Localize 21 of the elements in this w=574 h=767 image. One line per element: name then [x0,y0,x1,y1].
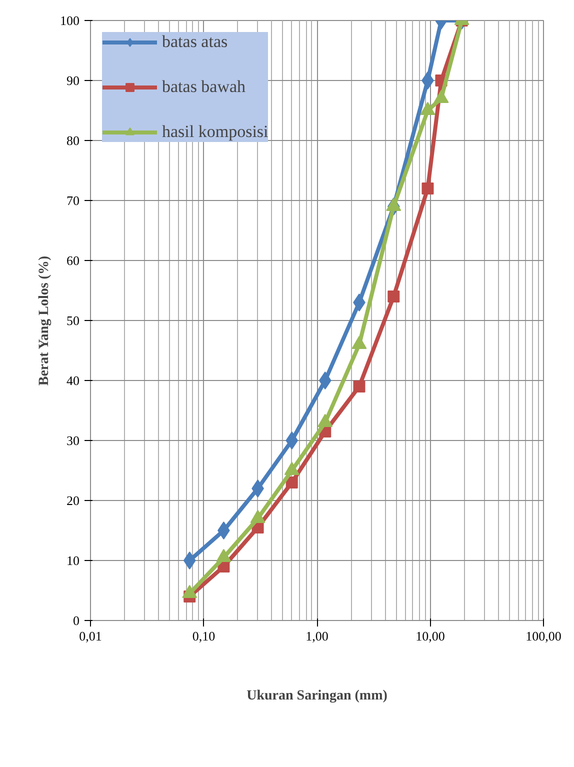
y-tick-label: 70 [66,193,80,208]
x-tick-label: 0,10 [192,628,216,644]
legend-label: hasil komposisi [162,122,268,142]
y-tick-label: 0 [73,613,80,628]
x-tick-label: 0,01 [79,628,102,644]
x-tick-label: 1,00 [306,628,328,644]
y-tick-label: 60 [66,253,80,268]
y-tick-label: 50 [66,313,80,328]
y-tick-label: 100 [60,13,80,28]
y-tick-label: 80 [66,133,80,148]
legend-label: batas atas [162,32,228,52]
y-tick-label: 90 [66,73,80,88]
y-tick-label: 40 [66,373,80,388]
x-tick-label: 10,00 [416,628,445,644]
y-tick-label: 30 [66,433,80,448]
y-axis-title: Berat Yang Lolos (%) [37,256,52,386]
x-tick-label: 100,00 [526,628,562,644]
y-tick-label: 10 [66,553,80,568]
y-tick-label: 20 [66,493,80,508]
x-axis-title: Ukuran Saringan (mm) [246,688,388,704]
legend-label: batas bawah [162,77,246,97]
